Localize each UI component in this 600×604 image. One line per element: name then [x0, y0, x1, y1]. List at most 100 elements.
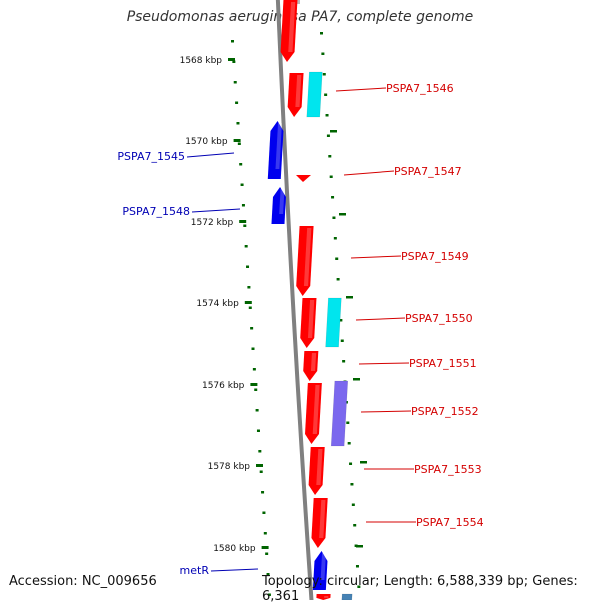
scale-dot: [351, 503, 355, 506]
scale-dot: [324, 93, 328, 96]
scale-dot: [339, 319, 343, 322]
scale-dot: [265, 552, 269, 555]
gene-arrow-1545[interactable]: [267, 121, 284, 179]
gene-label[interactable]: PSPA7_1551: [409, 357, 477, 370]
gene-arrow-1552-shape[interactable]: [304, 383, 322, 444]
gene-arrow-1549-highlight: [303, 228, 312, 286]
genome-backbone: [275, 0, 314, 600]
gene-label[interactable]: PSPA7_1546: [386, 82, 454, 95]
gene-arrow-1546-highlight: [295, 75, 302, 107]
scale-dot: [237, 142, 241, 145]
leader-line: [355, 317, 406, 321]
major-tick: [256, 464, 263, 467]
gene-arrow-1550[interactable]: [300, 298, 317, 348]
scale-dot: [340, 339, 344, 342]
scale-dot: [244, 245, 248, 248]
gene-arrow-1548[interactable]: [271, 187, 286, 224]
blue-bar-bottom[interactable]: [341, 593, 353, 600]
scale-dot: [262, 511, 266, 514]
gene-arrow-1554[interactable]: [311, 498, 328, 548]
gene-arrow-bottom-partial-shape[interactable]: [316, 594, 331, 600]
gene-arrow-1554-highlight: [319, 500, 326, 538]
tick-label: 1570 kbp: [185, 137, 228, 147]
scale-dot: [235, 101, 239, 104]
gene-arrow-1554-shape[interactable]: [311, 498, 328, 548]
scale-dot: [239, 163, 243, 166]
gene-label[interactable]: PSPA7_1545: [117, 150, 185, 163]
scale-dot: [258, 450, 262, 453]
scale-dot: [240, 183, 244, 186]
outer-tick: [339, 213, 346, 216]
scale-dot: [251, 347, 255, 350]
scale-dot: [263, 532, 267, 535]
gene-arrow-metR-highlight: [320, 553, 326, 580]
scale-dot: [267, 593, 271, 596]
cyan-bar-1546[interactable]: [306, 71, 323, 118]
major-tick: [233, 139, 241, 142]
gene-arrow-1549-shape[interactable]: [296, 226, 314, 296]
scale-dot: [357, 585, 361, 588]
gene-arrow-metR-shape[interactable]: [312, 551, 328, 590]
scale-dot: [329, 175, 333, 178]
scale-dot: [332, 216, 336, 219]
gene-label[interactable]: PSPA7_1548: [122, 205, 190, 218]
leader-line: [186, 152, 235, 158]
scale-dot: [254, 388, 258, 391]
scale-dot: [252, 368, 256, 371]
gene-arrow-1546-shape[interactable]: [287, 73, 304, 117]
gene-arrow-top-partial[interactable]: [280, 0, 298, 62]
gene-label[interactable]: metR: [180, 564, 210, 577]
scale-dot: [259, 470, 263, 473]
gene-label[interactable]: PSPA7_1549: [401, 250, 469, 263]
scale-dot: [331, 196, 335, 199]
scale-dot: [322, 73, 326, 76]
scale-dot: [261, 491, 265, 494]
gene-arrow-metR[interactable]: [312, 551, 328, 590]
leader-line: [335, 87, 387, 92]
scale-dot: [335, 257, 339, 260]
cyan-bar-1550[interactable]: [325, 297, 342, 348]
gene-arrow-1550-highlight: [307, 300, 315, 338]
gene-arrow-1553-shape[interactable]: [308, 447, 325, 495]
scale-dot: [247, 286, 251, 289]
gene-arrow-1549[interactable]: [296, 226, 314, 296]
major-tick: [228, 58, 235, 61]
leader-line: [343, 170, 395, 176]
gene-label[interactable]: PSPA7_1554: [416, 516, 484, 529]
tick-label: 1580 kbp: [213, 544, 256, 554]
gene-arrow-1551-shape[interactable]: [303, 351, 319, 381]
gene-label[interactable]: PSPA7_1553: [414, 463, 482, 476]
gene-arrow-1553-highlight: [316, 449, 323, 485]
major-tick: [261, 546, 269, 549]
gene-arrow-1553[interactable]: [308, 447, 325, 495]
scale-dot: [233, 81, 237, 84]
tick-label: 1574 kbp: [196, 299, 239, 309]
purple-bar-1552[interactable]: [330, 380, 349, 447]
scale-dot: [347, 442, 351, 445]
map-title: Pseudomonas aeruginosa PA7, complete gen…: [126, 9, 474, 25]
gene-arrow-bottom-partial[interactable]: [316, 594, 331, 600]
outer-tick: [346, 296, 353, 299]
gene-arrow-1548-highlight: [279, 189, 285, 214]
major-tick: [244, 301, 252, 304]
gene-arrow-1547[interactable]: [296, 175, 311, 182]
scale-dot: [255, 409, 259, 412]
leader-line: [191, 208, 241, 213]
gene-arrow-1550-shape[interactable]: [300, 298, 317, 348]
gene-arrow-top-partial-shape[interactable]: [280, 0, 298, 62]
outer-tick: [353, 378, 360, 381]
gene-arrow-1551[interactable]: [303, 351, 319, 381]
gene-label[interactable]: PSPA7_1552: [411, 405, 479, 418]
gene-label[interactable]: PSPA7_1550: [405, 312, 473, 325]
gene-arrow-1552[interactable]: [304, 383, 322, 444]
leader-line: [210, 568, 259, 572]
scale-dot: [336, 278, 340, 281]
gene-arrow-1548-shape[interactable]: [271, 187, 286, 224]
scale-dot: [250, 327, 254, 330]
gene-arrow-1546[interactable]: [287, 73, 304, 117]
scale-dot: [246, 265, 250, 268]
gene-label[interactable]: PSPA7_1547: [394, 165, 462, 178]
gene-arrow-1545-shape[interactable]: [267, 121, 284, 179]
scale-dot: [353, 524, 357, 527]
